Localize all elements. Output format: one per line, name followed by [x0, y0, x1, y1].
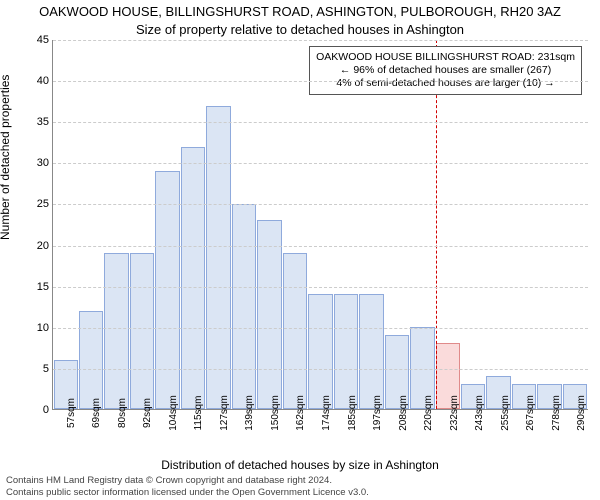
y-tick-label: 20 — [37, 240, 53, 252]
bar-slot — [53, 40, 78, 409]
x-tick-label: 220sqm — [423, 395, 434, 431]
y-tick-label: 40 — [37, 75, 53, 87]
bar-slot — [155, 40, 180, 409]
bar — [257, 220, 281, 409]
x-tick-label: 150sqm — [270, 395, 281, 431]
gridline — [53, 81, 588, 82]
x-tick-label: 80sqm — [117, 398, 128, 428]
x-tick-label: 57sqm — [66, 398, 77, 428]
bar — [104, 253, 128, 409]
bar-slot — [231, 40, 256, 409]
y-tick-label: 45 — [37, 34, 53, 46]
bar — [334, 294, 358, 409]
x-tick-label: 104sqm — [168, 395, 179, 431]
bar-slot — [257, 40, 282, 409]
bar-slot — [180, 40, 205, 409]
x-tick-label: 278sqm — [551, 395, 562, 431]
bar — [155, 171, 179, 409]
y-tick-label: 30 — [37, 157, 53, 169]
bar-slot — [282, 40, 307, 409]
bar-slot — [104, 40, 129, 409]
bar — [308, 294, 332, 409]
x-tick-label: 174sqm — [321, 395, 332, 431]
x-tick-label: 267sqm — [525, 395, 536, 431]
y-axis-label: Number of detached properties — [0, 75, 12, 240]
annotation-line: ← 96% of detached houses are smaller (26… — [316, 64, 575, 77]
y-tick-label: 35 — [37, 116, 53, 128]
gridline — [53, 163, 588, 164]
y-tick-label: 15 — [37, 281, 53, 293]
bar — [206, 106, 230, 409]
x-tick-label: 208sqm — [398, 395, 409, 431]
x-tick-label: 115sqm — [193, 396, 204, 431]
gridline — [53, 40, 588, 41]
chart-title-main: OAKWOOD HOUSE, BILLINGSHURST ROAD, ASHIN… — [0, 4, 600, 19]
bar-slot — [206, 40, 231, 409]
bar-slot — [78, 40, 103, 409]
y-tick-label: 25 — [37, 198, 53, 210]
plot-area: OAKWOOD HOUSE BILLINGSHURST ROAD: 231sqm… — [52, 40, 588, 410]
annotation-box: OAKWOOD HOUSE BILLINGSHURST ROAD: 231sqm… — [309, 46, 582, 95]
x-axis-label: Distribution of detached houses by size … — [0, 458, 600, 472]
x-tick-label: 185sqm — [347, 395, 358, 431]
x-tick-label: 232sqm — [449, 395, 460, 431]
bar — [232, 204, 256, 409]
gridline — [53, 369, 588, 370]
bar-slot — [129, 40, 154, 409]
gridline — [53, 328, 588, 329]
x-tick-label: 92sqm — [142, 398, 153, 428]
gridline — [53, 246, 588, 247]
bar — [283, 253, 307, 409]
x-tick-label: 290sqm — [576, 395, 587, 431]
gridline — [53, 287, 588, 288]
annotation-line: 4% of semi-detached houses are larger (1… — [316, 77, 575, 90]
bar — [79, 311, 103, 409]
annotation-line: OAKWOOD HOUSE BILLINGSHURST ROAD: 231sqm — [316, 51, 575, 64]
y-tick-label: 10 — [37, 322, 53, 334]
footer-attribution: Contains HM Land Registry data © Crown c… — [6, 475, 369, 498]
x-tick-label: 162sqm — [295, 395, 306, 431]
gridline — [53, 122, 588, 123]
footer-line: Contains HM Land Registry data © Crown c… — [6, 475, 369, 486]
bar — [130, 253, 154, 409]
chart-title-sub: Size of property relative to detached ho… — [0, 22, 600, 37]
bar — [359, 294, 383, 409]
x-tick-label: 255sqm — [500, 395, 511, 431]
y-tick-label: 0 — [43, 404, 53, 416]
footer-line: Contains public sector information licen… — [6, 487, 369, 498]
gridline — [53, 204, 588, 205]
x-tick-label: 69sqm — [91, 398, 102, 428]
x-tick-label: 127sqm — [219, 395, 230, 431]
x-tick-label: 243sqm — [474, 395, 485, 431]
y-tick-label: 5 — [43, 363, 53, 375]
x-tick-label: 197sqm — [372, 395, 383, 431]
x-tick-label: 139sqm — [244, 395, 255, 431]
